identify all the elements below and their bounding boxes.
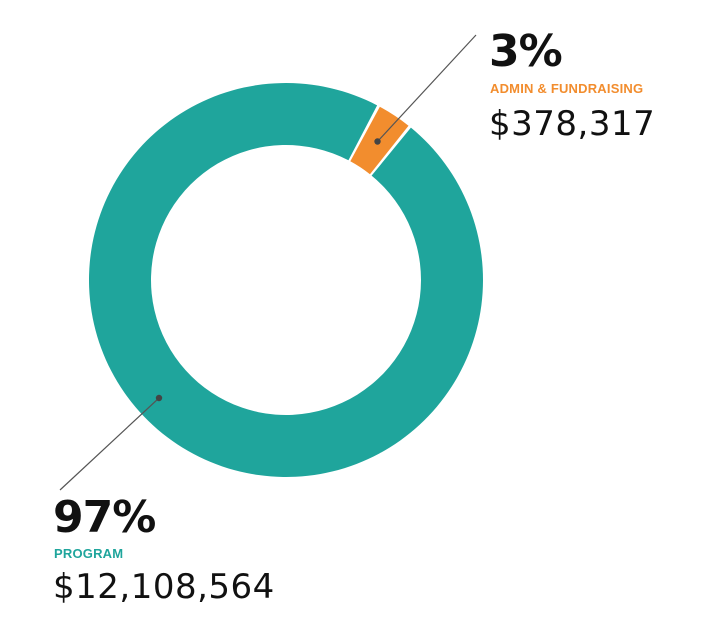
slice-program	[89, 82, 484, 477]
admin-amount-label: $378,317	[489, 104, 656, 144]
donut-slices	[89, 82, 484, 477]
program-leader-line	[59, 397, 160, 491]
program-percent-label: 97%	[53, 492, 156, 543]
admin-leader-line	[377, 34, 477, 142]
admin-leader-dot	[374, 138, 381, 145]
admin-percent-label: 3%	[489, 26, 563, 77]
program-amount-label: $12,108,564	[53, 567, 275, 607]
admin-category-label: ADMIN & FUNDRAISING	[490, 81, 644, 96]
program-category-label: PROGRAM	[54, 546, 124, 561]
program-leader-dot	[155, 394, 163, 402]
leader-lines	[59, 34, 477, 491]
